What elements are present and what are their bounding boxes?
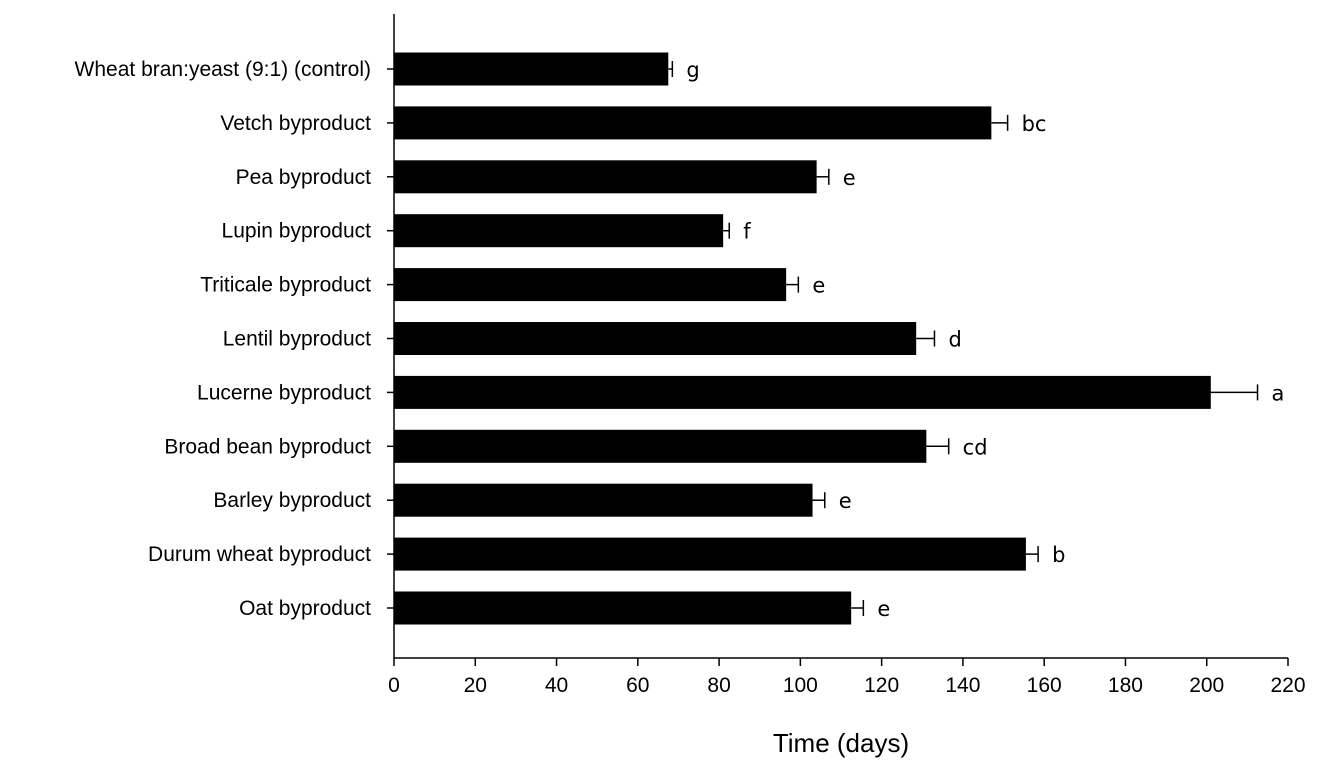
bar — [394, 160, 817, 194]
bars-layer — [394, 52, 1211, 625]
x-tick-label: 200 — [1189, 674, 1224, 697]
bar — [394, 375, 1211, 409]
category-label: Lupin byproduct — [222, 220, 372, 243]
x-axis-title: Time (days) — [773, 728, 909, 758]
category-label: Pea byproduct — [236, 166, 372, 189]
category-label: Wheat bran:yeast (9:1) (control) — [75, 58, 371, 81]
x-tick-label: 100 — [783, 674, 818, 697]
category-label: Durum wheat byproduct — [148, 543, 371, 566]
x-tick-label: 0 — [388, 674, 400, 697]
significance-letter: d — [948, 328, 961, 352]
category-label: Lucerne byproduct — [197, 381, 371, 404]
category-labels-layer: Wheat bran:yeast (9:1) (control) Vetch by… — [75, 58, 372, 620]
x-tick-label: 80 — [707, 674, 730, 697]
significance-letter: e — [812, 274, 825, 298]
significance-letter: a — [1272, 381, 1285, 405]
significance-labels-layer: g bc e f e d a cd e b e — [686, 58, 1284, 621]
x-tick-label: 20 — [464, 674, 487, 697]
x-ticks-layer: 0 20 40 60 80 100 120 140 160 180 200 220 — [387, 68, 1306, 697]
significance-letter: e — [839, 489, 852, 513]
category-label: Oat byproduct — [239, 597, 371, 620]
x-tick-label: 140 — [945, 674, 980, 697]
significance-letter: g — [686, 58, 699, 82]
significance-letter: e — [843, 166, 856, 190]
bar — [394, 591, 852, 625]
bar — [394, 483, 813, 517]
category-label: Broad bean byproduct — [164, 435, 371, 458]
significance-letter: bc — [1022, 112, 1047, 136]
axes-layer — [393, 14, 1288, 659]
bar — [394, 429, 927, 463]
x-tick-label: 180 — [1108, 674, 1143, 697]
x-tick-label: 220 — [1270, 674, 1305, 697]
significance-letter: f — [743, 220, 751, 244]
category-label: Barley byproduct — [213, 489, 371, 512]
bar — [394, 52, 669, 86]
error-bars-layer — [668, 61, 1259, 616]
bar — [394, 537, 1026, 571]
significance-letter: e — [877, 597, 890, 621]
bar — [394, 322, 917, 355]
category-label: Vetch byproduct — [220, 112, 371, 135]
bar — [394, 106, 992, 140]
significance-letter: b — [1052, 543, 1065, 567]
x-tick-label: 40 — [545, 674, 568, 697]
category-label: Triticale byproduct — [200, 274, 371, 297]
x-tick-label: 60 — [626, 674, 649, 697]
x-tick-label: 120 — [864, 674, 899, 697]
category-label: Lentil byproduct — [223, 328, 371, 351]
x-tick-label: 160 — [1027, 674, 1062, 697]
bar — [394, 268, 787, 302]
significance-letter: cd — [963, 435, 988, 459]
bar — [394, 214, 724, 248]
